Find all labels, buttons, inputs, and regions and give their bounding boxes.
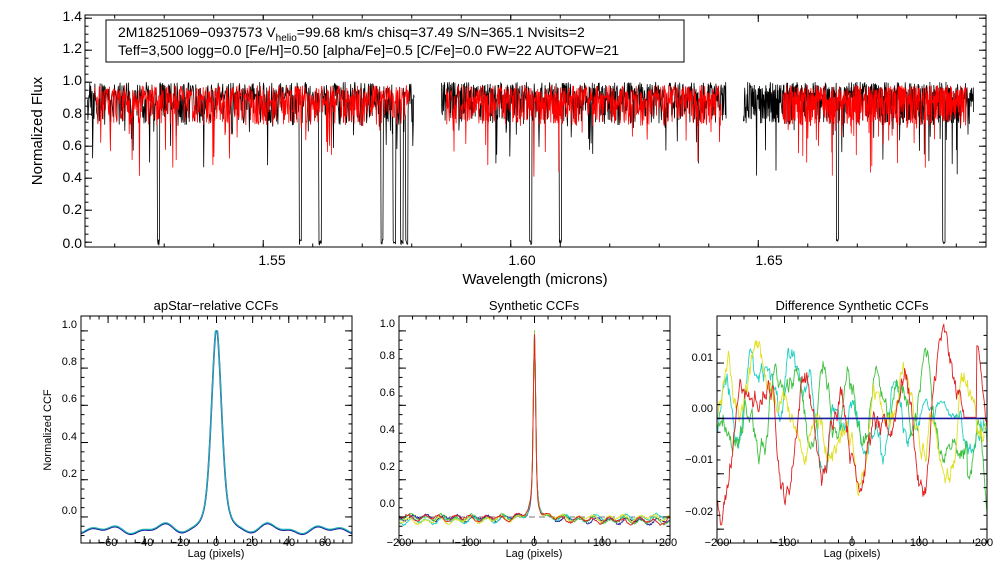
spectrum-model-line [94,85,410,176]
ccf2-ytick-label: 0.6 [380,387,395,399]
spectrum-ytick-label: 1.2 [63,40,83,56]
ccf1-ytick-label: 0.4 [62,431,77,443]
ccf3-series-group [716,323,988,526]
spectrum-ticks [85,15,986,247]
ccf2-line [398,330,671,526]
ccf3-ytick-label: 0.01 [692,352,713,364]
info-line1-subscript: helio [276,33,298,44]
spectrum-xtick-label: 1.65 [755,252,782,268]
spectrum-series-group [87,81,974,246]
spectrum-xlabel: Wavelength (microns) [462,271,607,288]
spectrum-model-line [782,85,967,176]
ccf3-line [716,347,988,473]
spectrum-xtick-label: 1.55 [258,252,285,268]
ccf1-line [80,330,353,535]
ccf1-ytick-label: 0.6 [62,393,77,405]
spectrum-ytick-label: 0.4 [63,169,83,185]
ccf2-series-group [398,330,671,526]
ccf2-ytick-label: 0.2 [380,461,395,473]
spectrum-info-box [105,19,685,63]
ccf1-ytick-label: 0.8 [62,356,77,368]
ccf2-ticks [398,316,671,543]
ccf1-panel: apStar−relative CCFs Lag (pixels) Normal… [42,298,353,560]
ccf3-xtick-label: 200 [975,537,993,549]
ccf2-xtick-label: −100 [455,537,480,549]
ccf1-xtick-label: −60 [99,537,118,549]
spectrum-info-line1: 2M18251069−0937573 Vhelio=99.68 km/s chi… [118,24,585,44]
ccf1-ytick-label: 1.0 [62,319,77,331]
ccf3-ticks [716,316,988,543]
info-line1-suffix: =99.68 km/s chisq=37.49 S/N=365.1 Nvisit… [297,24,585,40]
spectrum-frame [84,14,987,248]
ccf3-line [716,347,988,513]
ccf3-line [716,323,988,526]
ccf3-ytick-label: −0.01 [685,454,713,466]
ccf1-xlabel: Lag (pixels) [188,548,245,560]
ccf1-xtick-label: 0 [213,537,219,549]
ccf2-ytick-label: 1.0 [380,318,395,330]
ccf1-ylabel: Normalized CCF [42,389,54,471]
ccf3-xtick-label: −100 [772,537,797,549]
ccf1-xtick-label: 60 [319,537,331,549]
ccf3-panel: Difference Synthetic CCFs Lag (pixels) −… [685,298,993,560]
ccf2-title: Synthetic CCFs [489,298,580,313]
ccf2-xtick-label: 0 [531,537,537,549]
ccf3-xtick-label: −200 [705,537,730,549]
ccf1-ytick-label: 0.0 [62,505,77,517]
ccf1-ytick-label: 0.2 [62,468,77,480]
ccf1-ticks [81,316,352,543]
ccf3-line [716,340,988,497]
ccf1-xtick-label: −40 [135,537,154,549]
spectrum-panel: 0.0 0.2 0.4 0.6 0.8 1.0 1.2 1.4 1.55 1.6… [29,8,987,288]
ccf1-xtick-label: 40 [283,537,295,549]
ccf2-xtick-label: 100 [593,537,611,549]
ccf3-title: Difference Synthetic CCFs [776,298,929,313]
spectrum-ytick-label: 1.0 [63,72,83,88]
ccf3-ytick-label: 0.00 [692,403,713,415]
ccf3-xtick-label: 0 [849,537,855,549]
ccf1-series-group [80,330,353,536]
ccf2-line [398,333,671,526]
ccf1-xtick-label: −20 [171,537,190,549]
ccf2-panel: Synthetic CCFs Lag (pixels) 0.0 0.2 0.4 … [380,298,677,560]
info-line1-prefix: 2M18251069−0937573 V [118,24,276,40]
ccf3-xlabel: Lag (pixels) [824,548,881,560]
ccf2-line [398,332,671,526]
ccf1-title: apStar−relative CCFs [154,298,279,313]
spectrum-info-line2: Teff=3,500 logg=0.0 [Fe/H]=0.50 [alpha/F… [118,42,619,58]
spectrum-ytick-label: 1.4 [63,8,83,24]
spectrum-ylabel: Normalized Flux [29,76,46,185]
ccf3-xtick-label: 100 [910,537,928,549]
ccf2-xtick-label: 200 [659,537,677,549]
spectrum-ytick-label: 0.2 [63,201,83,217]
spectrum-ytick-label: 0.0 [63,235,83,251]
ccf2-ytick-label: 0.4 [380,424,395,436]
ccf2-xlabel: Lag (pixels) [506,548,563,560]
ccf2-ytick-label: 0.8 [380,350,395,362]
spectrum-ytick-label: 0.6 [63,137,83,153]
ccf3-ytick-label: −0.02 [685,506,713,518]
ccf1-xtick-label: 20 [246,537,258,549]
spectrum-ytick-label: 0.8 [63,105,83,121]
ccf2-ytick-label: 0.0 [380,498,395,510]
spectrum-xtick-label: 1.60 [508,252,535,268]
spectrum-model-line [446,85,722,177]
ccf2-xtick-label: −200 [387,537,412,549]
